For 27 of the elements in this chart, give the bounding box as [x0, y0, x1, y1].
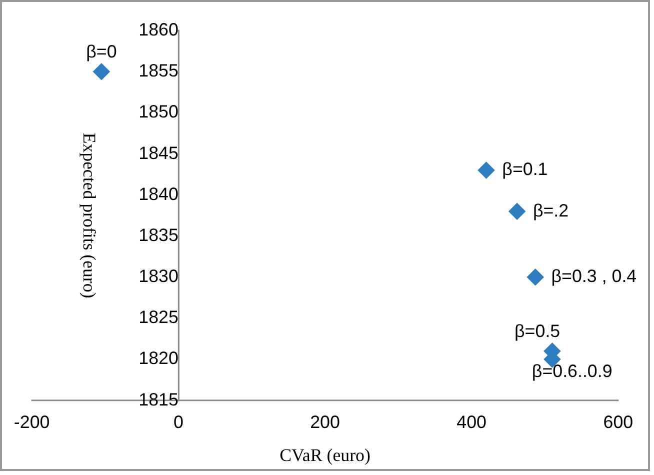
point [478, 162, 495, 179]
point [93, 63, 110, 80]
x-tick-label: 200 [310, 412, 340, 432]
x-tick-label: -200 [14, 412, 50, 432]
y-tick-label: 1835 [138, 224, 178, 245]
y-tick-label: 1830 [138, 266, 178, 286]
y-tick-label: 1855 [138, 60, 178, 81]
annotation: β=0.5 [514, 321, 560, 342]
x-axis-title: CVaR (euro) [280, 445, 370, 465]
x-tick-label: 0 [173, 412, 184, 432]
y-tick-label: 1860 [138, 20, 178, 40]
annotation: β=0.3 , 0.4 [551, 266, 637, 286]
annotation: β=0 [86, 42, 117, 62]
y-tick-label: 1815 [138, 389, 178, 410]
x-tick-label: 600 [603, 412, 634, 432]
point [526, 268, 544, 286]
y-axis-title: Expected profits (euro) [79, 132, 100, 298]
y-tick-label: 1850 [138, 102, 178, 122]
y-tick-label: 1845 [138, 142, 178, 163]
y-tick-label: 1825 [138, 307, 178, 328]
annotation: β=0.6..0.9 [532, 361, 612, 382]
y-tick-label: 1840 [138, 184, 178, 204]
annotation: β=.2 [532, 200, 569, 220]
y-tick-label: 1820 [138, 348, 178, 368]
x-tick-label: 400 [456, 412, 487, 432]
point [508, 202, 526, 220]
annotation: β=0.1 [502, 159, 548, 180]
